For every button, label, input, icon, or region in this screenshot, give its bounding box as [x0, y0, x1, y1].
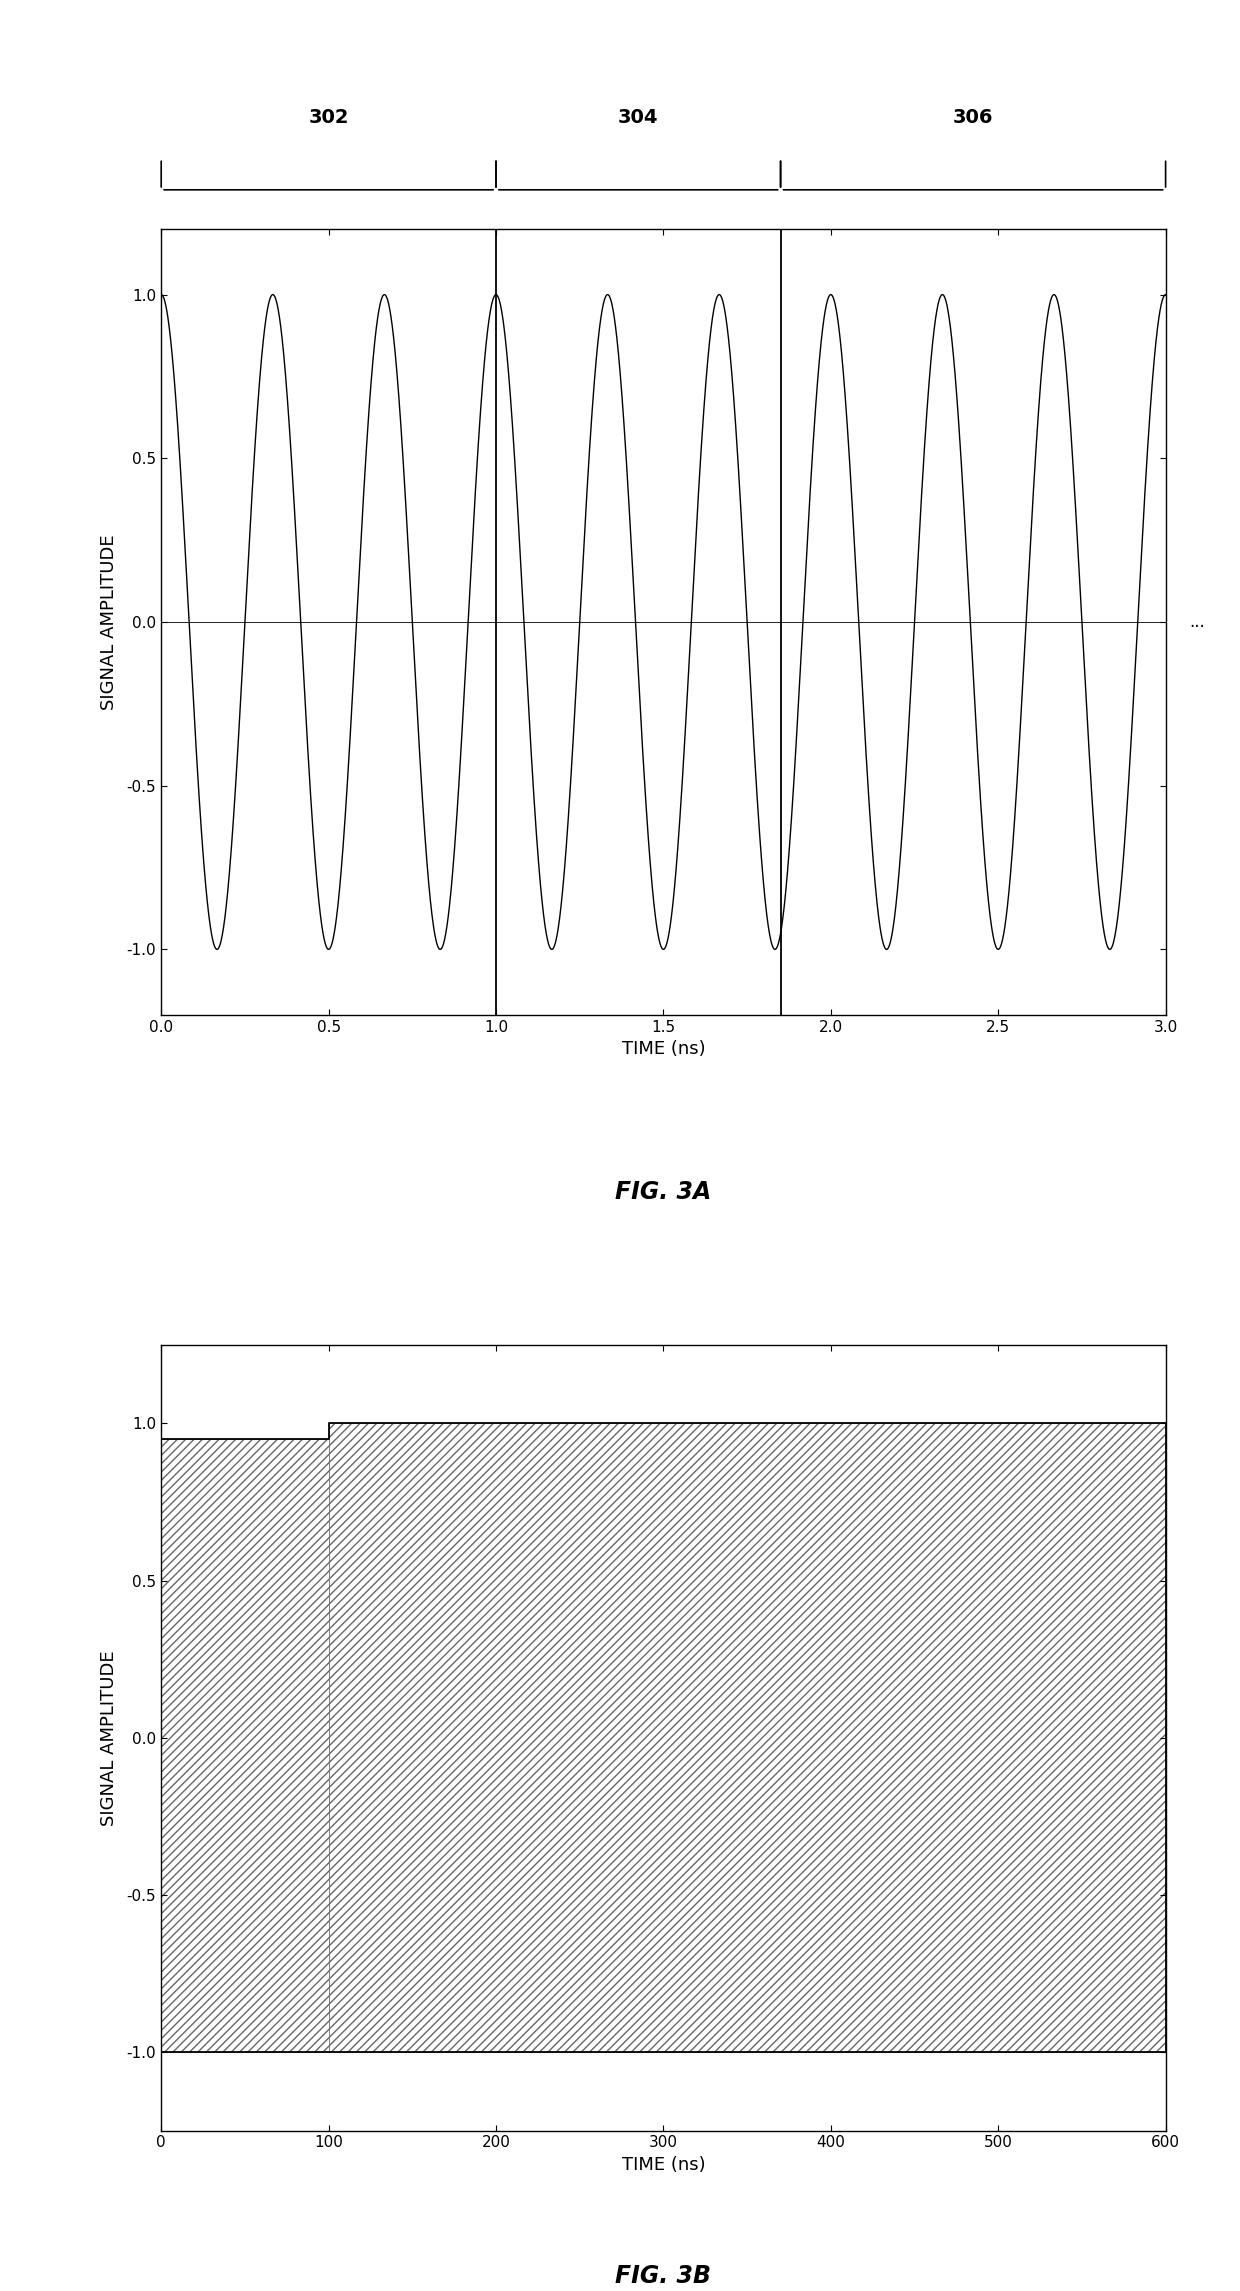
Y-axis label: SIGNAL AMPLITUDE: SIGNAL AMPLITUDE — [100, 534, 118, 710]
Text: 304: 304 — [618, 108, 658, 126]
Text: ...: ... — [1189, 614, 1205, 630]
Text: 306: 306 — [952, 108, 993, 126]
Text: FIG. 3B: FIG. 3B — [615, 2264, 712, 2289]
X-axis label: TIME (ns): TIME (ns) — [621, 2156, 706, 2174]
Y-axis label: SIGNAL AMPLITUDE: SIGNAL AMPLITUDE — [100, 1650, 118, 1826]
X-axis label: TIME (ns): TIME (ns) — [621, 1040, 706, 1058]
Text: FIG. 3A: FIG. 3A — [615, 1180, 712, 1203]
Text: 302: 302 — [309, 108, 348, 126]
